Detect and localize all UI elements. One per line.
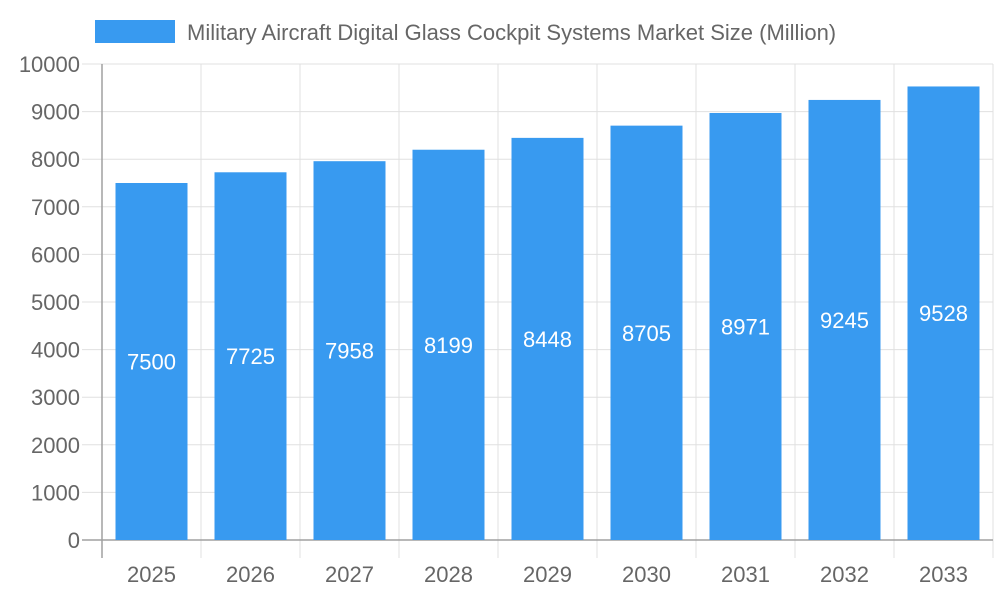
- bar: [610, 125, 683, 540]
- x-tick-label: 2030: [622, 562, 671, 587]
- data-label: 7725: [226, 344, 275, 369]
- y-tick-label: 7000: [31, 195, 80, 220]
- y-tick-label: 5000: [31, 290, 80, 315]
- bar: [907, 86, 980, 541]
- bar: [709, 112, 782, 540]
- y-tick-label: 10000: [19, 52, 80, 77]
- y-tick-label: 1000: [31, 480, 80, 505]
- legend-swatch: [95, 20, 175, 43]
- data-label: 9245: [820, 308, 869, 333]
- data-label: 9528: [919, 301, 968, 326]
- bar: [313, 161, 386, 540]
- x-tick-label: 2026: [226, 562, 275, 587]
- y-tick-label: 9000: [31, 100, 80, 125]
- x-tick-label: 2031: [721, 562, 770, 587]
- legend-label: Military Aircraft Digital Glass Cockpit …: [187, 20, 836, 45]
- x-tick-label: 2028: [424, 562, 473, 587]
- y-axis: 0 1000 2000 3000 4000 5000 6000 7000 8000 9000 100…: [19, 52, 80, 553]
- x-tick-label: 2029: [523, 562, 572, 587]
- x-axis: 2025 2026 2027 2028 2029 2030 2031 2032 2033: [127, 562, 968, 587]
- bar: [412, 149, 485, 540]
- x-tick-label: 2033: [919, 562, 968, 587]
- legend[interactable]: Military Aircraft Digital Glass Cockpit …: [95, 20, 836, 45]
- y-tick-label: 6000: [31, 242, 80, 267]
- data-label: 8199: [424, 333, 473, 358]
- y-tick-label: 0: [68, 528, 80, 553]
- x-tick-label: 2025: [127, 562, 176, 587]
- data-label: 8705: [622, 321, 671, 346]
- x-tick-label: 2027: [325, 562, 374, 587]
- data-label: 8448: [523, 327, 572, 352]
- x-tick-label: 2032: [820, 562, 869, 587]
- bar: [115, 183, 188, 540]
- data-label: 7958: [325, 339, 374, 364]
- bars: 7500 7725 7958 8199 8448 8705 8971 9245 9528: [115, 86, 980, 541]
- bar: [511, 137, 584, 541]
- bar: [808, 99, 881, 541]
- bar: [214, 172, 287, 541]
- data-label: 8971: [721, 314, 770, 339]
- data-label: 7500: [127, 350, 176, 375]
- y-tick-label: 8000: [31, 147, 80, 172]
- y-tick-label: 2000: [31, 433, 80, 458]
- y-tick-label: 3000: [31, 385, 80, 410]
- y-tick-label: 4000: [31, 338, 80, 363]
